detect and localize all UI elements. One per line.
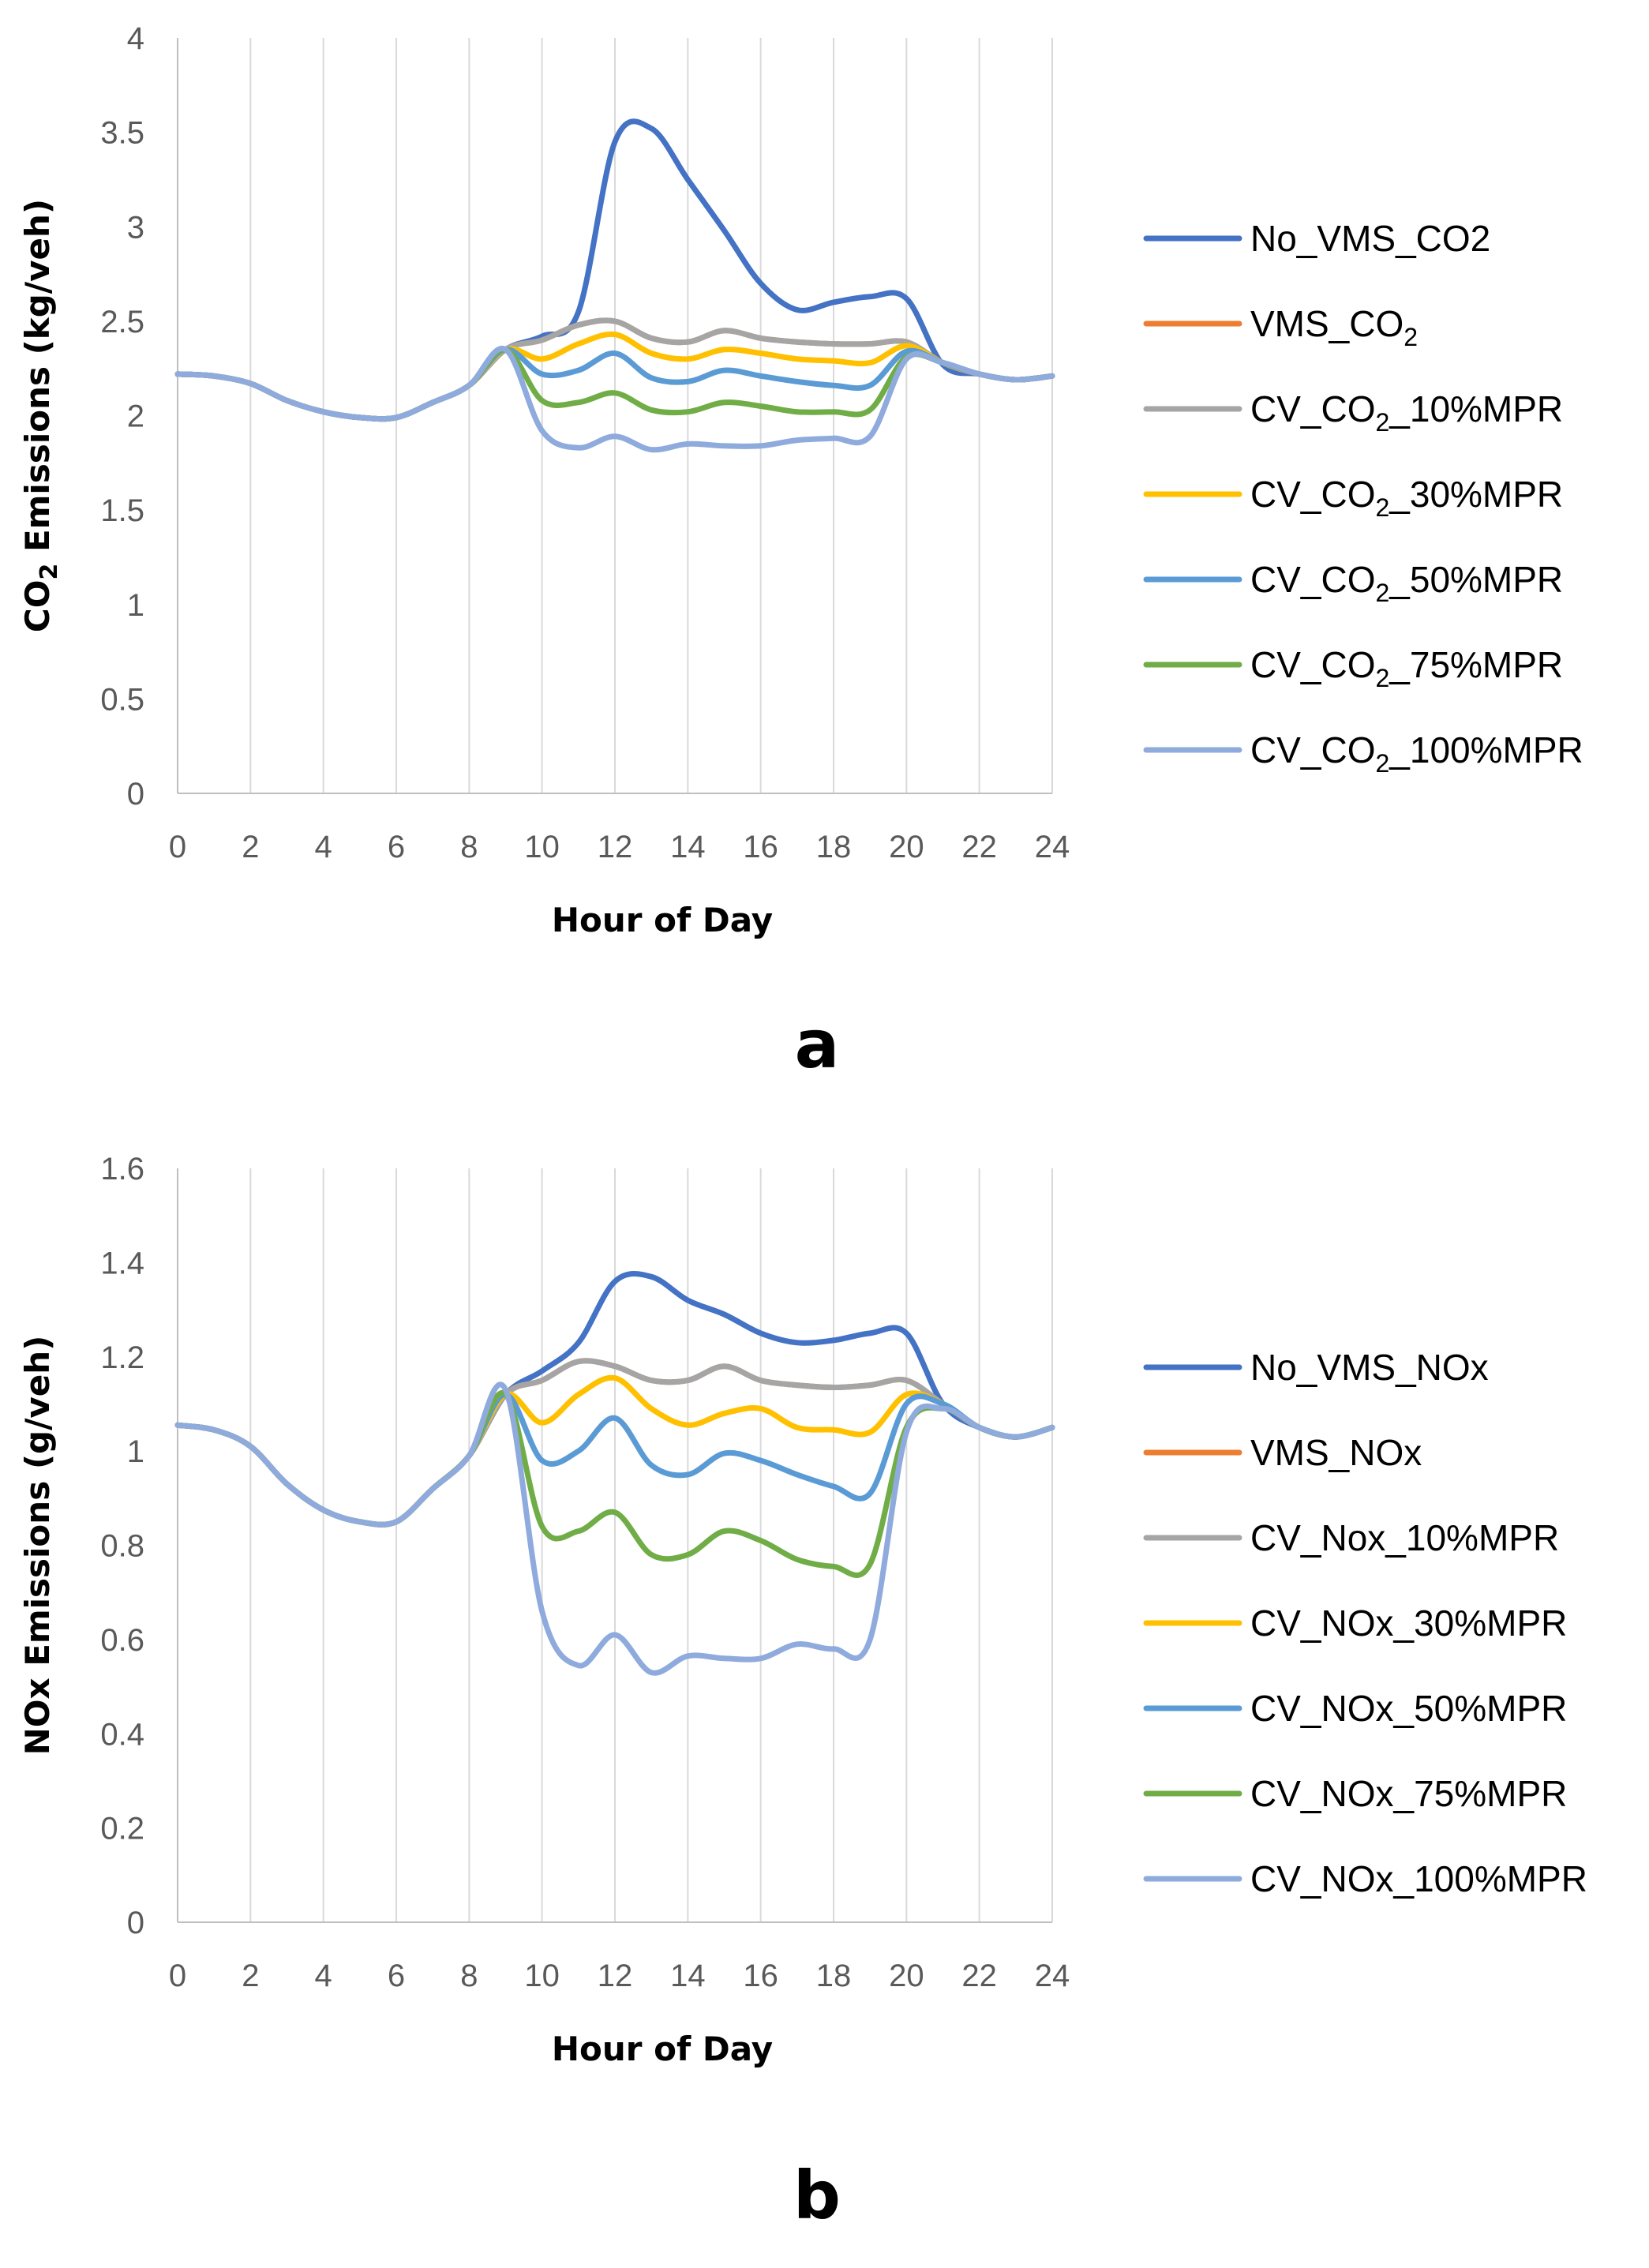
x-tick-label: 2 <box>242 830 259 864</box>
x-tick-label: 12 <box>598 1959 633 1993</box>
legend-label: VMS_NOx <box>1250 1432 1422 1473</box>
x-axis-title: Hour of Day <box>552 2030 773 2068</box>
x-tick-label: 4 <box>315 830 332 864</box>
x-tick-label: 22 <box>961 1959 997 1993</box>
legend-label: CV_CO2_10%MPR <box>1250 388 1563 437</box>
series-line-7 <box>174 346 1055 453</box>
x-tick-label: 6 <box>388 1959 405 1993</box>
x-tick-label: 0 <box>169 1959 186 1993</box>
legend-label: CV_CO2_75%MPR <box>1250 644 1563 692</box>
y-tick-label: 2 <box>127 399 144 434</box>
y-tick-label: 0 <box>127 1906 144 1940</box>
x-tick-label: 6 <box>388 830 405 864</box>
y-tick-label: 4 <box>127 21 144 56</box>
y-tick-label: 0.8 <box>100 1529 144 1564</box>
series-line-7 <box>174 1381 1055 1676</box>
legend-label: VMS_CO2 <box>1250 303 1418 351</box>
y-tick-label: 1 <box>127 588 144 623</box>
legend-label: CV_Nox_10%MPR <box>1250 1517 1559 1558</box>
x-tick-label: 0 <box>169 830 186 864</box>
legend-label: CV_NOx_30%MPR <box>1250 1603 1567 1644</box>
y-tick-label: 3.5 <box>100 116 144 151</box>
y-tick-label: 0 <box>127 777 144 812</box>
legend-label: CV_CO2_50%MPR <box>1250 559 1563 607</box>
legend-label: CV_NOx_75%MPR <box>1250 1773 1567 1814</box>
y-tick-label: 1 <box>127 1434 144 1469</box>
y-tick-label: 0.6 <box>100 1623 144 1658</box>
legend-label: No_VMS_CO2 <box>1250 218 1490 259</box>
legend-label: CV_NOx_50%MPR <box>1250 1688 1567 1729</box>
y-tick-label: 1.6 <box>100 1152 144 1186</box>
y-tick-label: 0.5 <box>100 682 144 717</box>
legend-label: CV_CO2_30%MPR <box>1250 474 1563 522</box>
x-tick-label: 16 <box>743 1959 778 1993</box>
y-tick-label: 1.4 <box>100 1246 144 1280</box>
x-tick-label: 16 <box>743 830 778 864</box>
x-axis-title: Hour of Day <box>552 901 773 939</box>
chart-panel-b: 00.20.40.60.811.21.41.60 2 4 6 8 10 12 14 16 18 20… <box>18 1152 1587 2234</box>
x-tick-label: 14 <box>670 1959 706 1993</box>
x-tick-label: 22 <box>961 830 997 864</box>
y-tick-label: 3 <box>127 210 144 245</box>
x-tick-label: 10 <box>524 1959 560 1993</box>
x-tick-label: 2 <box>242 1959 259 1993</box>
x-tick-label: 10 <box>524 830 560 864</box>
x-tick-label: 18 <box>816 1959 852 1993</box>
x-tick-label: 8 <box>460 830 478 864</box>
panel-label: b <box>793 2157 841 2234</box>
y-tick-label: 2.5 <box>100 305 144 339</box>
x-tick-label: 24 <box>1035 830 1070 864</box>
panel-label: a <box>795 1006 840 1083</box>
x-tick-label: 14 <box>670 830 706 864</box>
x-tick-label: 24 <box>1035 1959 1070 1993</box>
legend-label: CV_CO2_100%MPR <box>1250 729 1583 778</box>
y-axis-title: NOx Emissions (g/veh) <box>18 1336 57 1756</box>
y-tick-label: 0.2 <box>100 1812 144 1846</box>
chart-panel-a: 00.511.522.533.540 2 4 6 8 10 12 14 16 18 20 22 24Ho… <box>18 21 1583 1083</box>
y-tick-label: 0.4 <box>100 1717 144 1752</box>
x-tick-label: 20 <box>889 1959 924 1993</box>
x-tick-label: 18 <box>816 830 852 864</box>
x-tick-label: 12 <box>598 830 633 864</box>
y-tick-label: 1.5 <box>100 493 144 528</box>
x-tick-label: 20 <box>889 830 924 864</box>
legend-label: CV_NOx_100%MPR <box>1250 1858 1587 1899</box>
legend-label: No_VMS_NOx <box>1250 1347 1489 1388</box>
y-tick-label: 1.2 <box>100 1340 144 1375</box>
x-tick-label: 8 <box>460 1959 478 1993</box>
x-tick-label: 4 <box>315 1959 332 1993</box>
y-axis-title: CO2 Emissions (kg/veh) <box>18 199 63 632</box>
